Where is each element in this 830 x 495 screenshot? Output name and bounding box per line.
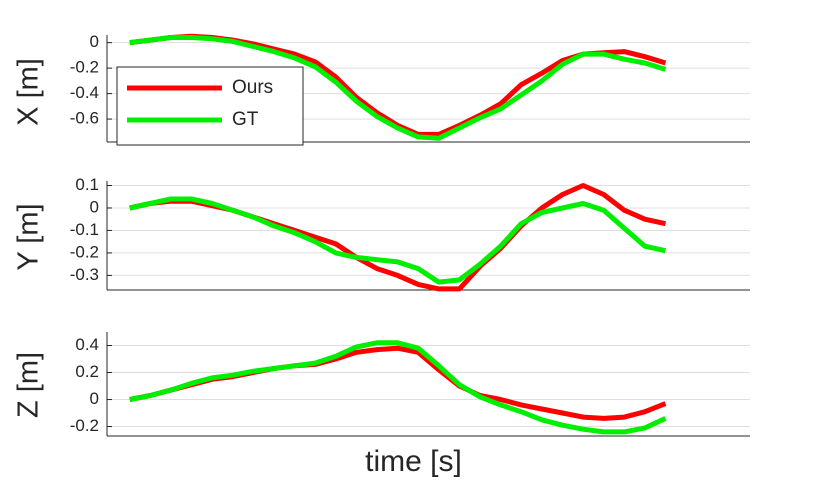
legend-label: Ours	[232, 77, 273, 98]
y-tick-label: -0.1	[70, 220, 99, 239]
data-line	[129, 35, 667, 141]
y-tick-label: 0	[90, 197, 99, 216]
y-tick-label: 0	[90, 389, 99, 408]
y-axis-label: Z [m]	[13, 352, 45, 418]
y-tick-label: -0.2	[70, 58, 99, 77]
y-axis-label: X [m]	[13, 58, 45, 126]
data-line	[129, 345, 667, 421]
legend-label: GT	[232, 109, 259, 130]
y-tick-label: -0.2	[70, 416, 99, 435]
data-line	[129, 196, 667, 285]
y-tick-label: -0.6	[70, 109, 99, 128]
y-tick-label: 0.2	[75, 362, 99, 381]
legend-box	[116, 66, 304, 146]
x-axis-label: time [s]	[365, 445, 462, 478]
y-tick-label: -0.2	[70, 242, 99, 261]
y-axis-label: Y [m]	[13, 203, 45, 270]
y-tick-label: 0.4	[75, 335, 99, 354]
y-tick-label: -0.3	[70, 265, 99, 284]
legend: Ours GT	[116, 66, 304, 146]
y-tick-label: 0	[90, 32, 99, 51]
data-line	[129, 340, 667, 435]
y-tick-label: 0.1	[75, 175, 99, 194]
y-tick-label: -0.4	[70, 83, 99, 102]
